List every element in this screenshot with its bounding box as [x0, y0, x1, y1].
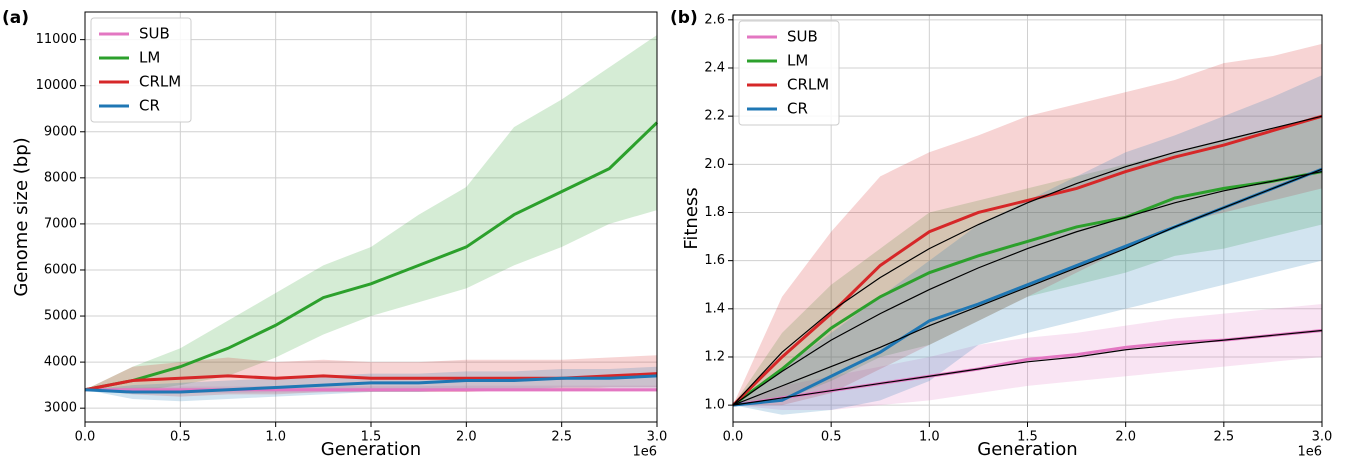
y-tick-label: 4000: [44, 355, 77, 370]
panel: 3000 4000 5000 6000 7000 8000 9000 10000 11000 0.…: [2, 8, 667, 460]
x-tick-label: 1.5: [361, 430, 382, 445]
x-tick-label: 3.0: [1312, 430, 1333, 445]
legend-label: SUB: [139, 25, 170, 43]
y-tick-label: 1.2: [704, 349, 725, 364]
x-tick-label: 0.0: [75, 430, 96, 445]
legend-label: LM: [139, 49, 160, 67]
x-tick-label: 2.0: [1115, 430, 1136, 445]
panel-label: (b): [670, 8, 698, 28]
legend-label: CRLM: [787, 76, 829, 94]
legend-label: CR: [787, 100, 808, 118]
legend-box: [90, 17, 192, 123]
y-tick-label: 8000: [44, 170, 77, 185]
legend-box: [738, 20, 840, 126]
series-line: [732, 170, 1323, 407]
y-tick-label: 11000: [36, 32, 77, 47]
fit-line: [732, 168, 1323, 406]
x-tick-label: 1.0: [265, 430, 286, 445]
y-tick-label: 10000: [36, 78, 77, 93]
y-tick-label: 5000: [44, 309, 77, 324]
x-axis-label: Generation: [977, 439, 1077, 460]
y-tick-label: 1.6: [704, 253, 725, 268]
x-tick-label: 0.5: [821, 430, 842, 445]
x-offset-label: 1e6: [632, 445, 657, 460]
x-tick-label: 0.0: [723, 430, 744, 445]
x-tick-label: 0.5: [170, 430, 191, 445]
series-line: [84, 121, 659, 392]
legend-label: LM: [787, 52, 808, 70]
band: [733, 116, 1322, 406]
series-line: [731, 114, 1323, 407]
x-axis-label: Generation: [321, 439, 421, 460]
y-axis-label: Genome size (bp): [11, 137, 32, 296]
fit-line: [732, 329, 1323, 406]
legend-label: SUB: [787, 28, 818, 46]
legend-label: CRLM: [139, 73, 181, 91]
legend-label: CR: [139, 97, 160, 115]
y-axis-label: Fitness: [681, 187, 702, 249]
x-tick-label: 2.0: [456, 430, 477, 445]
y-tick-label: 2.2: [704, 109, 725, 124]
plot-frame: [84, 11, 658, 423]
fit-line: [732, 115, 1323, 406]
fit-line: [732, 170, 1323, 406]
y-tick-label: 6000: [44, 262, 77, 277]
y-tick-label: 7000: [44, 216, 77, 231]
x-tick-label: 1.5: [1017, 430, 1038, 445]
band: [733, 43, 1322, 406]
x-tick-label: 3.0: [647, 430, 668, 445]
x-offset-label: 1e6: [1297, 445, 1322, 460]
y-tick-label: 9000: [44, 124, 77, 139]
y-tick-label: 2.6: [704, 12, 725, 27]
y-tick-label: 1.4: [704, 301, 725, 316]
x-tick-label: 2.5: [551, 430, 572, 445]
series-line: [84, 374, 658, 394]
panel-label: (a): [2, 8, 29, 28]
band: [85, 355, 657, 397]
band: [85, 35, 657, 393]
x-tick-label: 2.5: [1213, 430, 1234, 445]
panel: 1.0 1.2 1.4 1.6 1.8 2.0 2.2 2.4 2.6 0.0 0.5 1.0 1.5 2…: [670, 8, 1332, 460]
y-tick-label: 1.8: [704, 205, 725, 220]
y-tick-label: 3000: [44, 401, 77, 416]
y-tick-label: 2.0: [704, 157, 725, 172]
plot-frame: [732, 14, 1323, 423]
band: [733, 75, 1322, 415]
x-tick-label: 1.0: [919, 430, 940, 445]
y-tick-label: 1.0: [704, 398, 725, 413]
y-tick-label: 2.4: [704, 60, 725, 75]
